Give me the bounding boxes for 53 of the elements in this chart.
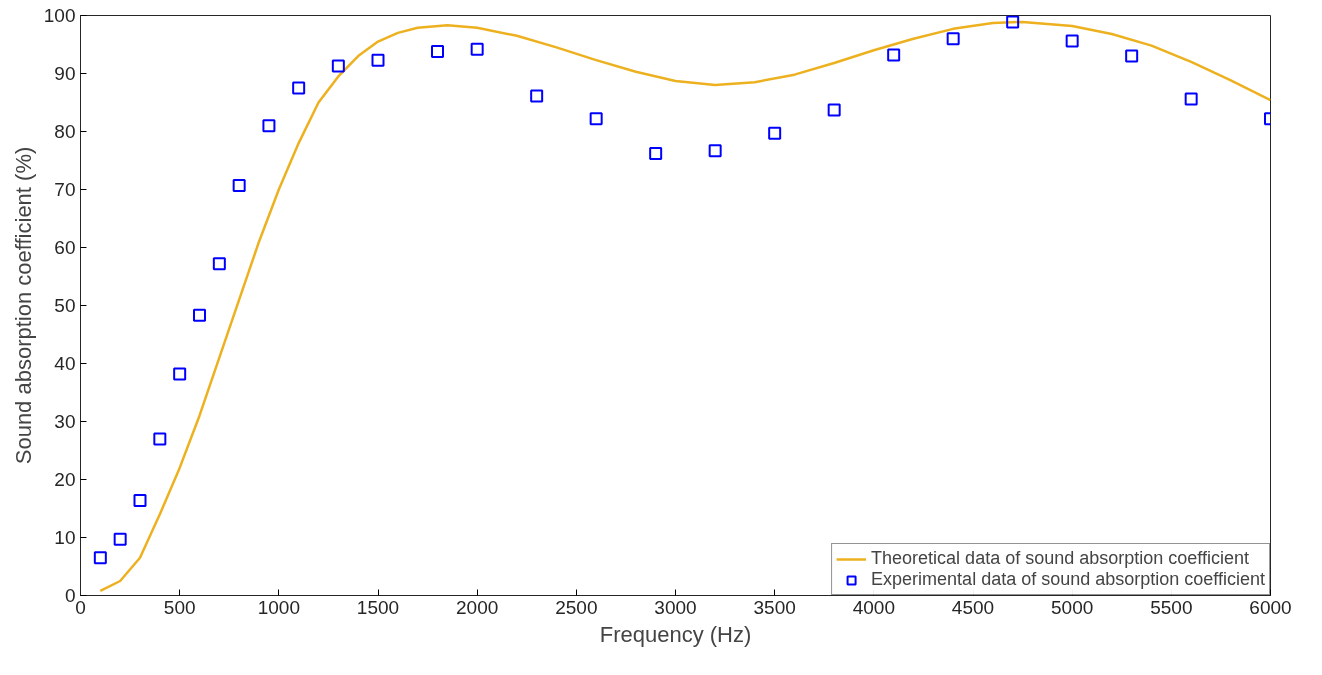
point [331, 59, 345, 73]
point [232, 178, 246, 192]
y-tick-label: 100 [43, 5, 76, 26]
x-tick-label: 4500 [951, 596, 995, 618]
y-axis-title: Sound absorption coefficient (%) [10, 146, 36, 465]
point [173, 367, 187, 381]
legend-label: Theoretical data of sound absorption coefficient [871, 548, 1249, 569]
point [153, 432, 167, 446]
y-tick-label: 80 [54, 121, 76, 142]
x-tick-label: 1500 [356, 596, 400, 618]
x-tick-label: 5500 [1150, 596, 1193, 618]
point [1065, 34, 1079, 48]
legend-label: Experimental data of sound absorption coefficient [871, 569, 1265, 590]
x-tick-label: 4000 [852, 596, 895, 618]
point [371, 53, 385, 67]
y-tick-label: 40 [54, 353, 76, 374]
x-tick-label: 3500 [753, 596, 796, 618]
point [1184, 92, 1198, 106]
y-tick-label: 30 [54, 411, 76, 432]
point [1125, 49, 1139, 63]
point [946, 32, 960, 46]
point [530, 89, 544, 103]
point [470, 42, 484, 56]
point [193, 308, 206, 322]
y-tick-label: 20 [54, 469, 76, 490]
y-tick-label: 90 [54, 63, 76, 84]
point [589, 112, 603, 126]
point [93, 551, 107, 565]
y-tick-label: 60 [54, 237, 76, 258]
point [827, 103, 841, 117]
point [133, 493, 147, 507]
x-tick-label: 3000 [654, 596, 697, 618]
point [292, 81, 306, 95]
point [1006, 15, 1020, 29]
x-tick-label: 5000 [1051, 596, 1094, 618]
point [649, 147, 663, 161]
point [113, 532, 127, 546]
point [887, 48, 901, 62]
point [212, 257, 226, 271]
line-series [99, 20, 1271, 593]
y-tick-label: 70 [54, 179, 76, 200]
x-tick-label: 2500 [555, 596, 598, 618]
point [768, 126, 782, 140]
x-tick-label: 2000 [456, 596, 499, 618]
y-tick-label: 10 [54, 527, 76, 548]
x-tick-label: 6000 [1249, 596, 1292, 618]
x-tick-label: 1000 [257, 596, 300, 618]
point [431, 44, 444, 58]
point [708, 144, 722, 158]
x-axis-title: Frequency (Hz) [599, 621, 752, 647]
y-tick-label: 50 [54, 295, 76, 316]
x-tick-label: 500 [163, 596, 196, 618]
point [262, 119, 276, 133]
